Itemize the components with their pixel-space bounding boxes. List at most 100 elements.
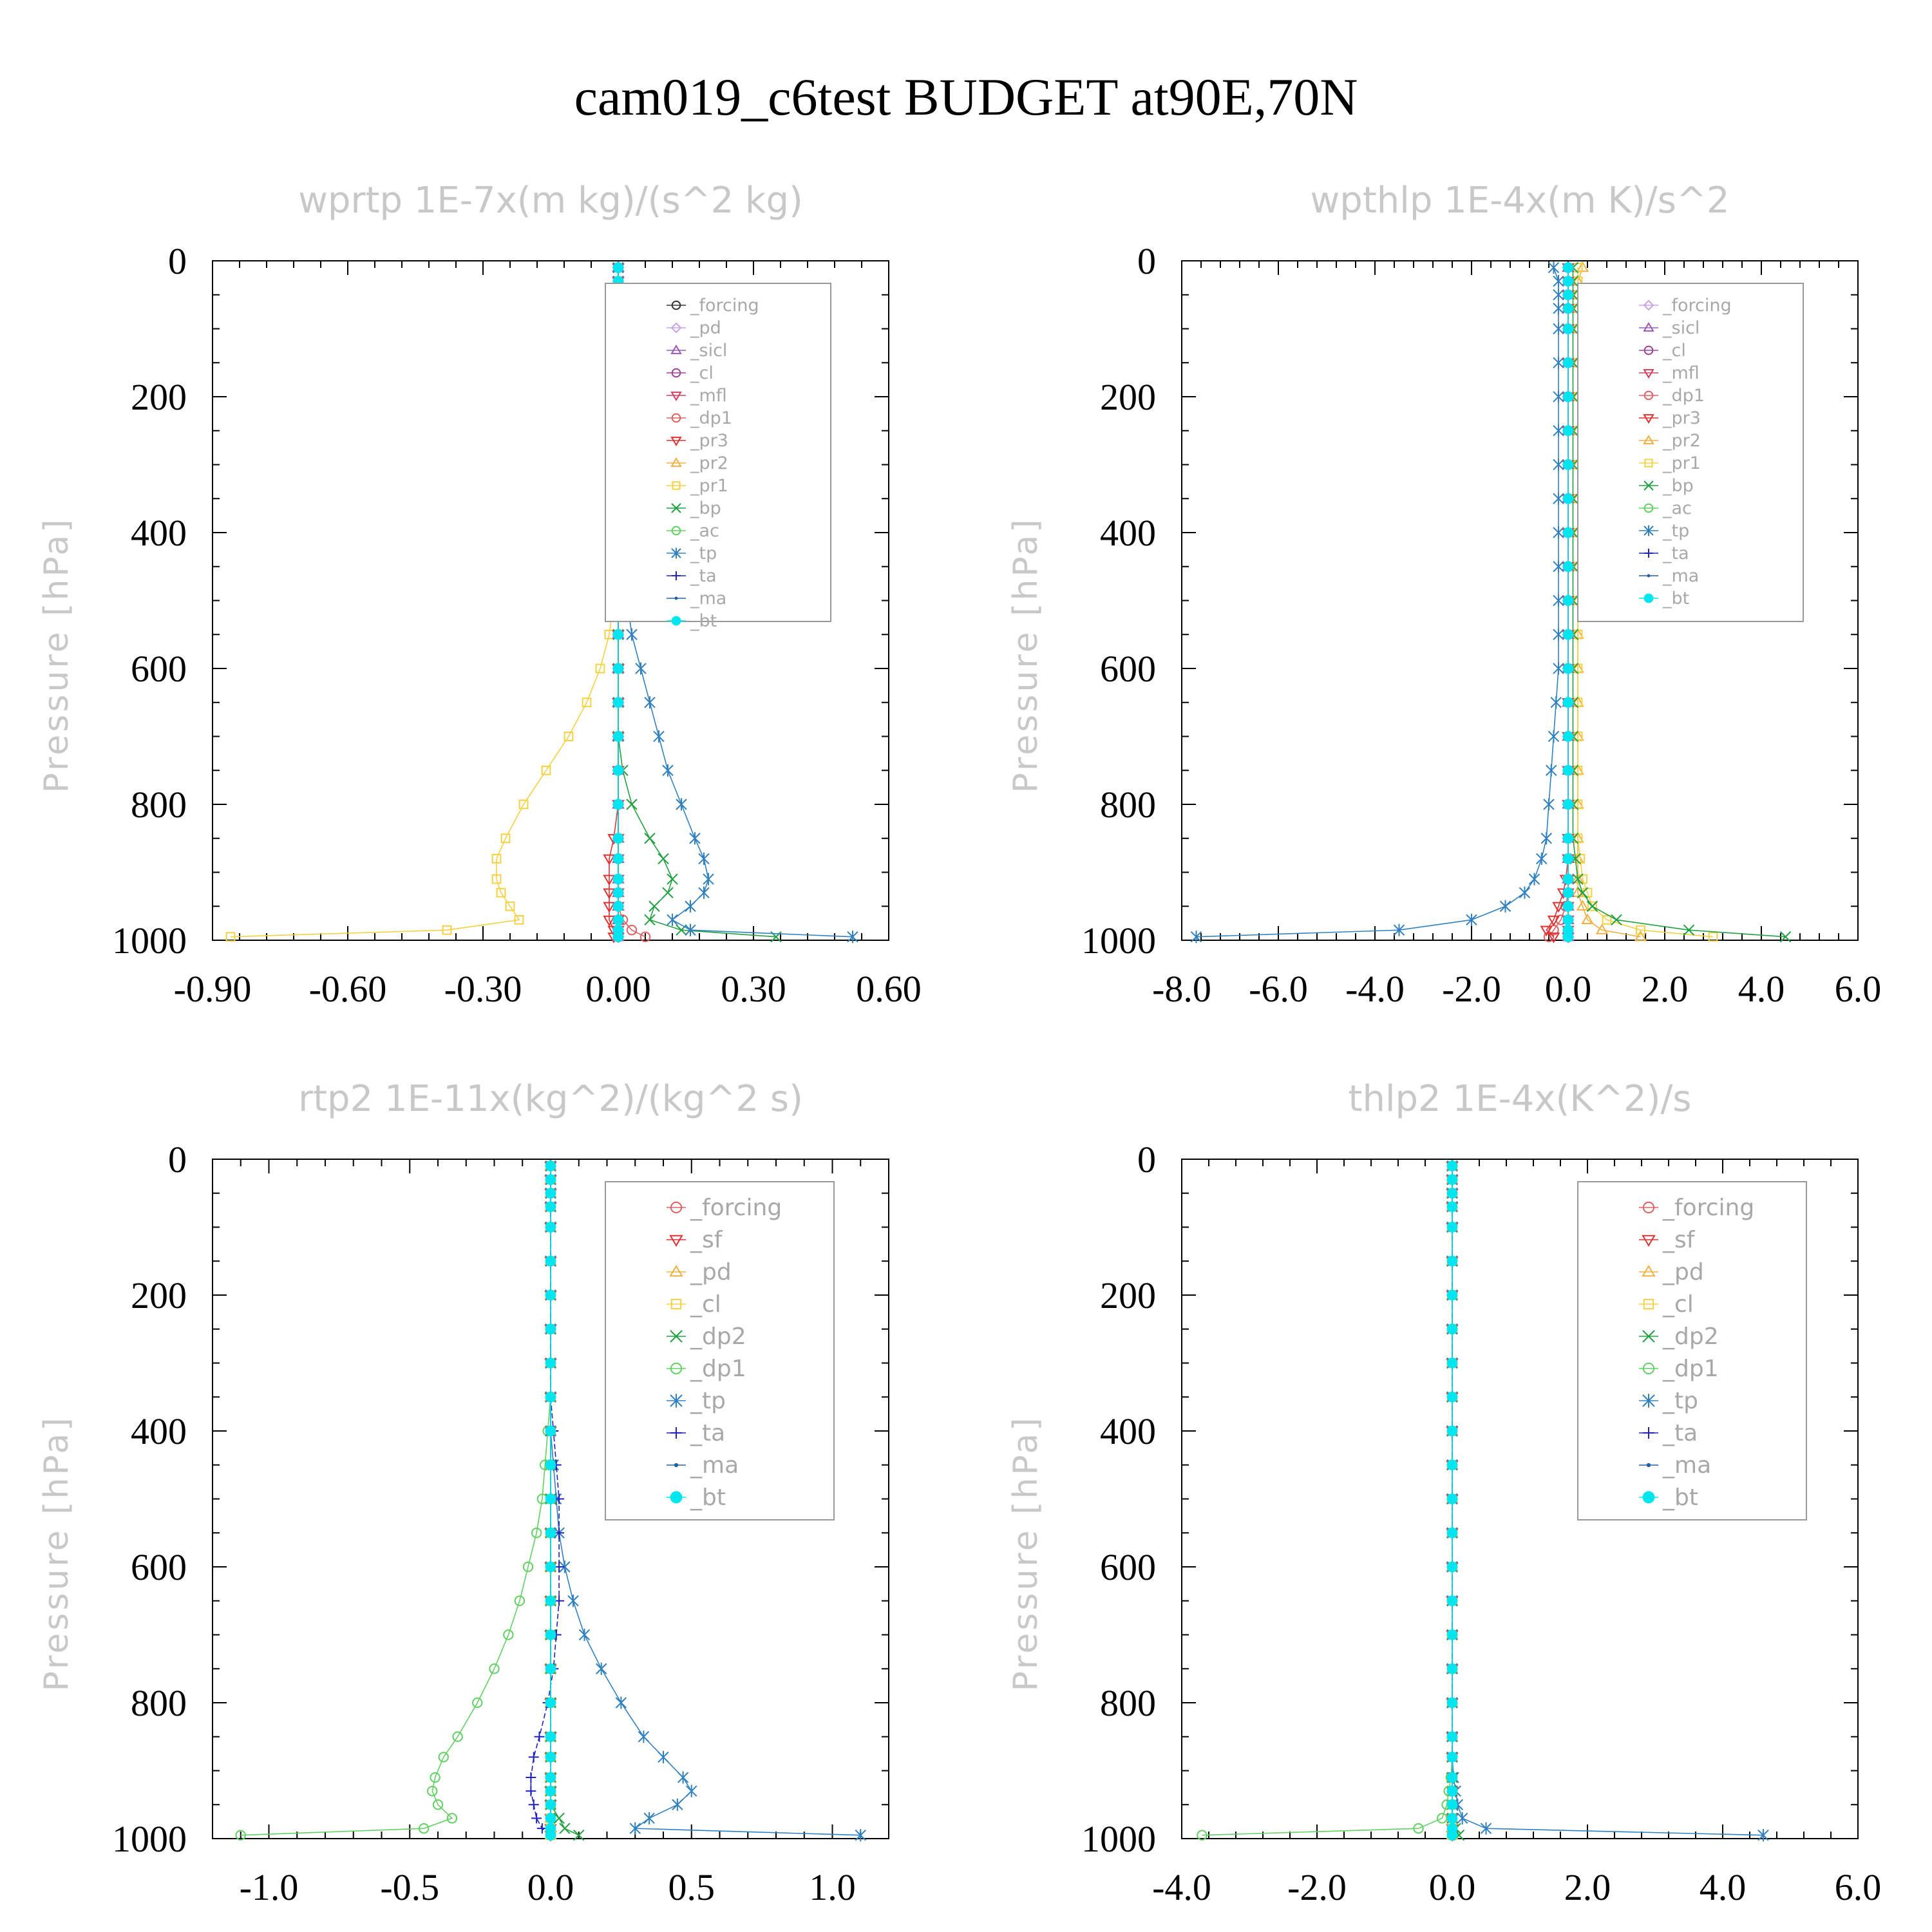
legend-item: _pr3 [1639,408,1701,428]
data-point [596,1662,607,1675]
x-tick-label: 0.0 [1429,1866,1476,1908]
legend-item: _pr3 [667,431,728,451]
legend-label: _sicl [1662,318,1700,338]
legend-label: _pr1 [1662,453,1701,473]
panel-title: wprtp 1E-7x(m kg)/(s^2 kg) [298,180,803,222]
data-point [553,1812,565,1824]
data-point [1540,832,1552,845]
data-point [1197,1830,1208,1841]
legend-item: _forcing [667,296,759,316]
data-point [1540,925,1553,937]
legend-marker [1644,459,1653,468]
x-tick-label: 0.0 [527,1866,574,1908]
data-point [1547,933,1560,943]
data-point [1757,1829,1769,1842]
data-point [1562,459,1574,470]
data-point [1562,493,1574,504]
series-line [240,1166,551,1836]
legend: _forcing _sf _pd _cl _dp2 _dp1 _tp _ta _ma _bt [605,1181,835,1520]
data-point [545,1799,556,1810]
legend-marker [671,547,681,559]
data-point [847,931,858,943]
data-point [1562,276,1574,287]
data-point [612,887,624,898]
data-point [1553,662,1564,675]
y-axis-label: Pressure [hPa] [37,1415,76,1691]
y-axis-label: Pressure [hPa] [1007,1415,1045,1691]
panel-title: rtp2 1E-11x(kg^2)/(kg^2 s) [298,1078,803,1120]
data-point [1562,873,1574,885]
data-point [1562,697,1574,708]
legend-label: _dp1 [690,1356,746,1382]
data-point [1552,902,1565,913]
data-point [1446,1830,1458,1841]
x-tick-label: -8.0 [1152,968,1211,1010]
data-point [503,1629,514,1640]
legend-label: _ma [1662,1452,1711,1479]
data-point [564,732,574,741]
data-point [1562,833,1574,844]
data-point [522,1561,534,1573]
y-tick-label: 400 [131,1410,187,1452]
data-point [612,663,624,674]
y-tick-label: 1000 [112,1818,187,1860]
legend-marker [1643,503,1654,513]
data-point [1708,932,1718,942]
x-tick-label: -1.0 [240,1866,299,1908]
legend-item: _cl [667,363,714,383]
data-point [626,924,638,936]
data-point [534,1731,545,1742]
x-tick-label: -0.90 [174,968,252,1010]
legend-item: _sf [667,1227,723,1253]
series-pr1 [225,263,623,942]
data-point [1446,1188,1458,1199]
data-point [1562,303,1574,314]
x-tick-label: 4.0 [1700,1866,1747,1908]
y-axis-label: Pressure [hPa] [37,516,76,793]
legend-item: _ta [1639,1420,1698,1446]
legend-item: _bt [667,611,717,631]
legend-marker [1642,1362,1655,1375]
legend-item: _sicl [1639,318,1700,338]
data-point [643,1812,655,1824]
data-point [545,1493,556,1504]
data-point [595,663,605,674]
data-point [1446,1752,1458,1763]
data-point [612,931,624,943]
legend-label: _ma [690,589,726,609]
data-point [1499,900,1511,913]
legend-label: _bt [1662,589,1689,609]
legend-item: _cl [667,1291,721,1318]
legend-label: _mfl [690,386,727,406]
data-point [612,629,624,640]
y-tick-label: 0 [1137,1139,1156,1180]
legend-label: _sf [1662,1227,1696,1253]
x-tick-label: 6.0 [1835,1866,1882,1908]
legend-marker [671,616,681,626]
data-point [578,1628,591,1642]
data-point [1571,873,1584,884]
legend-item: _bp [667,498,721,518]
data-point [1611,914,1622,926]
legend-item: _forcing [667,1195,782,1221]
legend-label: _forcing [690,1195,782,1221]
data-point [1446,1493,1458,1504]
legend-marker [674,596,678,600]
legend-marker [1643,435,1654,444]
data-point [1636,925,1645,935]
data-point [698,886,710,899]
data-point [1446,1222,1458,1233]
data-point [545,1697,556,1709]
legend-label: _ma [690,1452,739,1479]
data-point [603,915,616,927]
data-point [1562,900,1574,912]
data-point [545,1174,556,1186]
data-point [528,1752,539,1763]
y-tick-label: 1000 [112,920,187,961]
data-point [545,1561,556,1573]
data-point [491,874,502,884]
legend-marker [1642,1235,1656,1247]
legend-item: _pd [667,1259,732,1285]
legend: _forcing_sicl_cl_mfl_dp1_pr3_pr2_pr1_bp_… [1577,283,1804,622]
legend-label: _pd [690,318,721,338]
